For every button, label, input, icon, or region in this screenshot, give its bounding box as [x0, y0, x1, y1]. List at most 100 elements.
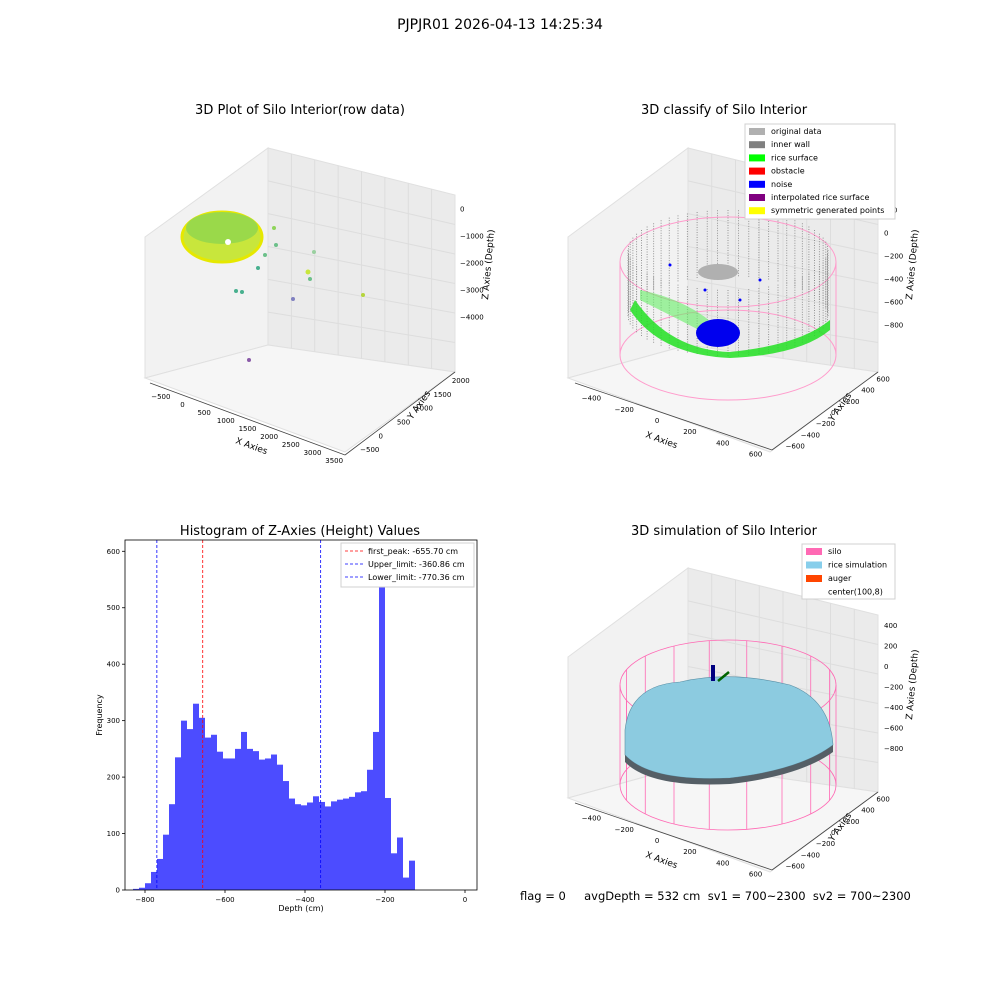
sim-legend-swatch: [806, 588, 822, 596]
sim-rice-underside: [625, 745, 833, 785]
histogram-x-tick-label: 0: [463, 896, 467, 904]
raw-z-tick-label: −4000: [460, 314, 484, 322]
histogram-bar: [367, 769, 373, 890]
cls-x-tick-label: −400: [582, 395, 601, 403]
classify-legend-label: original data: [771, 127, 822, 136]
cls-y-tick-label: −200: [816, 420, 835, 428]
raw-grid-line: [267, 246, 456, 284]
histogram-bar: [193, 703, 199, 890]
raw-point: [361, 293, 365, 297]
histogram-bar: [145, 883, 151, 890]
sim-y-tick-label: 200: [846, 818, 859, 826]
histogram-y-tick-label: 100: [107, 830, 120, 838]
raw-x-tick-label: 0: [180, 401, 184, 409]
histogram-bar: [157, 858, 163, 890]
classify-legend-swatch: [749, 141, 765, 149]
histogram-y-tick-label: 500: [107, 604, 120, 612]
histogram-bar: [289, 798, 295, 890]
histogram-bar: [133, 888, 139, 890]
histogram-y-tick-label: 200: [107, 774, 120, 782]
classify-original-data: [698, 264, 738, 280]
classify-legend-swatch: [749, 194, 765, 201]
sim-legend-label: center(100,8): [828, 588, 883, 597]
raw-grid-line: [267, 213, 456, 255]
raw-point: [305, 269, 311, 275]
histogram-bar: [283, 781, 289, 890]
histogram-bar: [217, 751, 223, 890]
histogram-reference-lines: [156, 540, 322, 890]
histogram-bar: [211, 734, 217, 890]
raw-y-tick-label: 2000: [452, 377, 470, 385]
cls-y-tick-label: 200: [846, 398, 859, 406]
sim-legend-swatch: [806, 548, 822, 555]
sim-x-tick-label: 0: [655, 837, 659, 845]
raw-x-tick-label: −500: [151, 393, 170, 401]
histogram-bar: [319, 801, 325, 890]
histogram-legend-label: Lower_limit: -770.36 cm: [368, 573, 465, 582]
cls-grid-line: [687, 278, 879, 314]
histogram-x-tick-label: −400: [295, 896, 314, 904]
raw-y-tick-label: 1500: [434, 391, 452, 399]
histogram-legend-label: Upper_limit: -360.86 cm: [368, 560, 465, 569]
sim-y-tick-label: −400: [801, 851, 820, 859]
raw-x-tick-label: 500: [197, 409, 210, 417]
raw-z-ticks: 0 −1000 −2000 −3000 −4000: [460, 206, 484, 322]
raw-z-tick-label: −1000: [460, 233, 484, 241]
cls-y-tick-label: 0: [831, 409, 835, 417]
raw-x-tick-label: 3500: [325, 457, 343, 465]
sim-y-tick-label: −600: [786, 862, 805, 870]
histogram-bar: [373, 731, 379, 890]
cls-y-tick-label: −600: [786, 442, 805, 450]
histogram-xlabel: Depth (cm): [278, 904, 323, 913]
raw-pane-left: [144, 147, 269, 379]
histogram-bar: [301, 805, 307, 890]
classify-legend-swatch: [749, 128, 765, 135]
sim-z-tick-label: −200: [884, 684, 903, 692]
classify-legend-label: interpolated rice surface: [771, 193, 869, 202]
classify-x-axis: [574, 382, 773, 451]
sim-y-tick-label: 0: [831, 829, 835, 837]
raw-grid: [267, 153, 456, 369]
raw-x-tick-label: 1500: [239, 425, 257, 433]
histogram-legend-box: [340, 542, 475, 588]
sim-z-tick-label: 0: [884, 663, 888, 671]
classify-legend: original data inner wall rice surface obsta…: [744, 123, 896, 220]
histogram-y-tick-label: 400: [107, 661, 120, 669]
histogram-x-tick-label: −800: [135, 896, 154, 904]
raw-point: [274, 243, 278, 247]
histogram-bar: [181, 720, 187, 890]
classify-legend-label: rice surface: [771, 153, 818, 162]
classify-noise: [668, 263, 762, 347]
raw-scatter: [180, 210, 365, 362]
cls-x-tick-label: 400: [716, 439, 729, 447]
cls-x-tick-label: −200: [615, 406, 634, 414]
sim-z-tick-label: −400: [884, 704, 903, 712]
histogram-bar: [241, 731, 247, 890]
simulation-panel-title: 3D simulation of Silo Interior: [631, 524, 817, 539]
sim-x-ticks: −400 −200 0 200 400 600: [582, 815, 762, 879]
raw-z-tick-label: −3000: [460, 287, 484, 295]
histogram-bar: [325, 806, 331, 890]
histogram-y-tick-label: 600: [107, 548, 120, 556]
raw-y-axis: [344, 371, 456, 456]
histogram-bar: [175, 757, 181, 890]
raw-y-tick-label: 500: [397, 418, 410, 426]
sim-legend: silo rice simulation auger center(100,8): [801, 543, 896, 600]
raw-point: [247, 358, 251, 362]
classify-noise-point: [668, 263, 672, 267]
histogram-bar: [247, 748, 253, 890]
cls-z-tick-label: −600: [884, 299, 903, 307]
raw-y-tick-label: 0: [379, 432, 383, 440]
histogram-bar: [307, 802, 313, 890]
sim-xlabel: X Axies: [644, 850, 679, 871]
raw-point: [240, 290, 244, 294]
cls-y-tick-label: 400: [861, 387, 874, 395]
raw-z-tick-label: −2000: [460, 260, 484, 268]
sim-legend-label: rice simulation: [828, 561, 887, 570]
classify-legend-label: symmetric generated points: [771, 206, 884, 215]
histogram-bar: [259, 759, 265, 890]
sim-x-tick-label: 200: [683, 848, 696, 856]
